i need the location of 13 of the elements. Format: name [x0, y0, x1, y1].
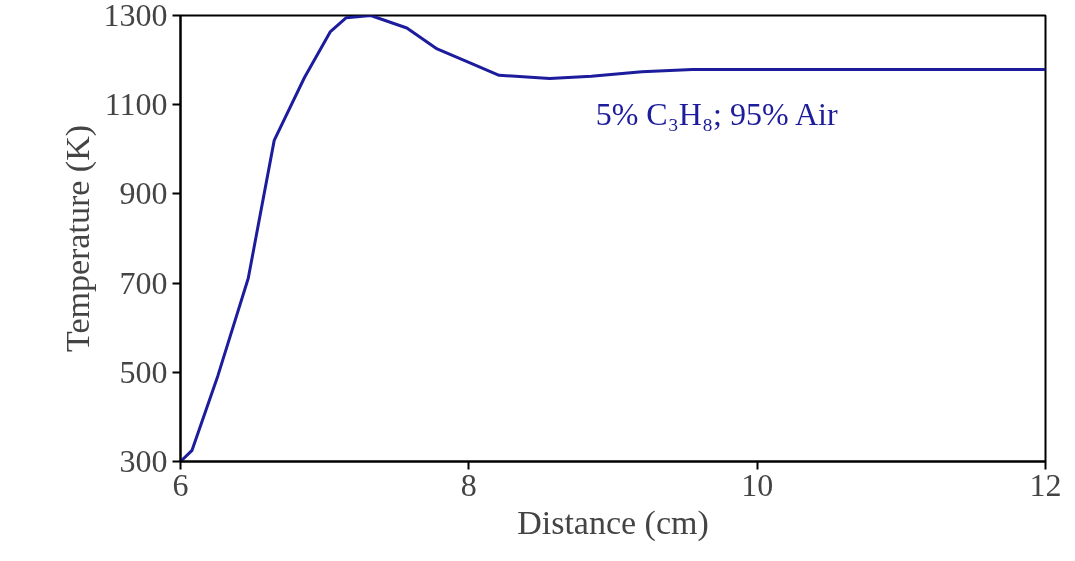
y-tick-label: 900 — [119, 175, 168, 212]
x-tick-label: 8 — [460, 466, 477, 503]
x-tick-label: 12 — [1029, 466, 1062, 503]
y-tick-label: 500 — [119, 353, 168, 390]
y-tick-label: 300 — [119, 443, 168, 479]
y-tick-label: 1100 — [104, 86, 168, 123]
x-tick-label: 10 — [741, 466, 774, 503]
series-label: 5% C₃H₈; 95% Air — [595, 95, 838, 132]
y-tick-label: 1300 — [103, 0, 168, 33]
x-tick-label: 6 — [172, 466, 189, 503]
y-axis-title: Temperature (K) — [58, 125, 97, 352]
y-tick-label: 700 — [119, 264, 168, 301]
x-axis-title: Distance (cm) — [517, 503, 709, 542]
